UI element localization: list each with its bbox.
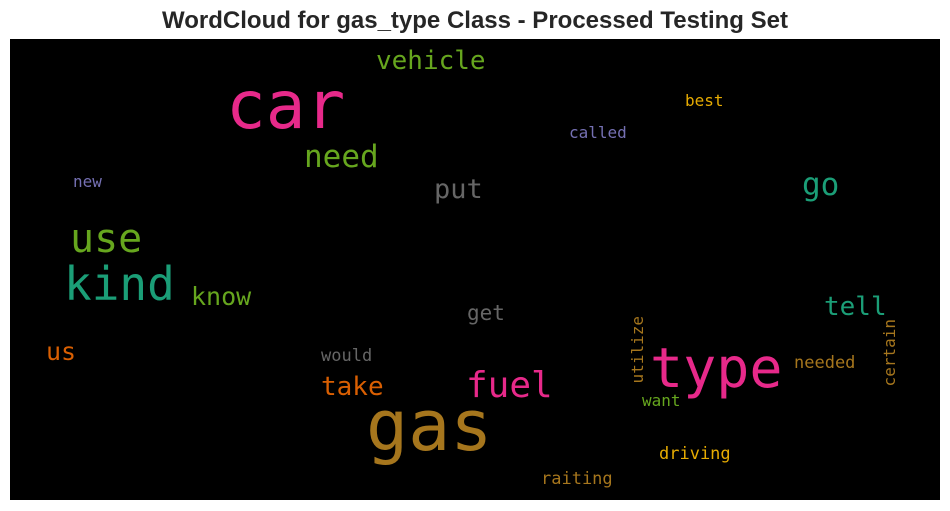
word-go: go bbox=[802, 167, 840, 203]
word-new: new bbox=[73, 172, 102, 191]
word-needed: needed bbox=[794, 353, 856, 373]
word-get: get bbox=[467, 301, 505, 325]
word-know: know bbox=[191, 282, 252, 311]
word-fuel: fuel bbox=[466, 365, 553, 406]
word-need: need bbox=[304, 139, 379, 175]
word-driving: driving bbox=[659, 444, 731, 464]
word-type: type bbox=[650, 336, 783, 400]
word-put: put bbox=[434, 174, 483, 205]
word-raiting: raiting bbox=[541, 469, 613, 489]
word-kind: kind bbox=[64, 257, 175, 311]
word-use: use bbox=[70, 216, 143, 262]
word-car: car bbox=[226, 67, 346, 144]
word-certain: certain bbox=[880, 319, 899, 387]
word-best: best bbox=[685, 91, 724, 110]
word-vehicle: vehicle bbox=[376, 46, 486, 76]
word-us: us bbox=[46, 337, 77, 366]
wordcloud-canvas: car gas type kind use fuel need vehicle … bbox=[10, 39, 940, 500]
word-utilize: utilize bbox=[628, 316, 647, 384]
word-take: take bbox=[321, 372, 384, 402]
word-called: called bbox=[569, 123, 627, 142]
word-gas: gas bbox=[366, 385, 493, 467]
word-would: would bbox=[321, 346, 373, 366]
word-tell: tell bbox=[824, 292, 887, 322]
chart-title: WordCloud for gas_type Class - Processed… bbox=[162, 7, 788, 34]
word-want: want bbox=[642, 391, 681, 410]
